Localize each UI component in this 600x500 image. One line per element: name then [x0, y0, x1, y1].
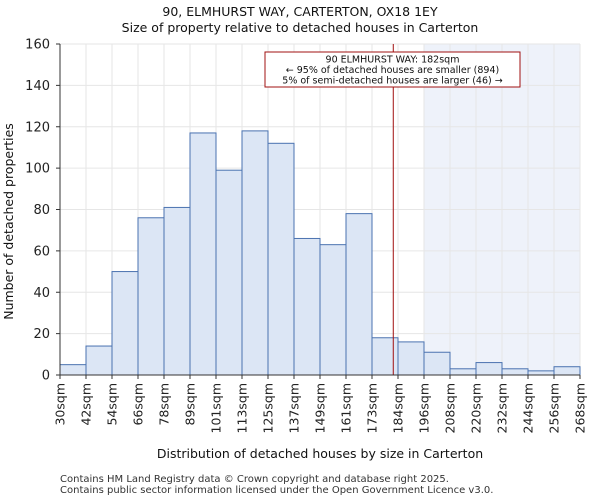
x-tick-label: 244sqm	[521, 383, 536, 433]
footer-line-1: Contains HM Land Registry data © Crown c…	[60, 474, 449, 485]
annotation-line-3: 5% of semi-detached houses are larger (4…	[282, 76, 502, 87]
annotation-line-1: 90 ELMHURST WAY: 182sqm	[326, 55, 460, 66]
x-axis-label: Distribution of detached houses by size …	[157, 446, 483, 461]
x-tick-label: 232sqm	[495, 383, 510, 433]
bar	[475, 362, 503, 376]
bar	[527, 370, 555, 376]
bar	[553, 366, 581, 376]
x-tick-label: 137sqm	[287, 383, 302, 433]
y-tick-label: 100	[25, 162, 50, 177]
bar	[397, 341, 425, 376]
bar	[423, 351, 451, 376]
bar	[293, 237, 321, 376]
bar	[111, 271, 139, 376]
bar	[319, 244, 347, 376]
y-tick-label: 20	[33, 327, 50, 342]
bar	[267, 142, 295, 376]
bar	[85, 345, 113, 376]
x-tick-label: 42sqm	[79, 383, 94, 426]
x-tick-label: 184sqm	[391, 383, 406, 433]
x-tick-label: 256sqm	[547, 383, 562, 433]
x-tick-label: 78sqm	[157, 383, 172, 426]
chart-subtitle: Size of property relative to detached ho…	[121, 20, 479, 35]
x-tick-label: 113sqm	[235, 383, 250, 433]
x-tick-label: 196sqm	[417, 383, 432, 433]
x-tick-label: 54sqm	[105, 383, 120, 426]
bar	[163, 206, 191, 376]
y-tick-label: 80	[33, 203, 50, 218]
x-tick-label: 125sqm	[261, 383, 276, 433]
footer-line-2: Contains public sector information licen…	[60, 485, 494, 496]
x-tick-label: 66sqm	[131, 383, 146, 426]
bar	[501, 368, 529, 376]
bar	[215, 169, 243, 376]
x-tick-label: 208sqm	[443, 383, 458, 433]
bar	[241, 130, 269, 376]
y-tick-label: 40	[33, 286, 50, 301]
bar	[137, 217, 165, 376]
bar	[59, 364, 87, 376]
y-tick-label: 120	[25, 120, 50, 135]
bar	[449, 368, 477, 376]
y-tick-label: 140	[25, 79, 50, 94]
x-tick-label: 220sqm	[469, 383, 484, 433]
annotation-line-2: ← 95% of detached houses are smaller (89…	[286, 65, 499, 76]
x-tick-label: 173sqm	[365, 383, 380, 433]
x-tick-label: 89sqm	[183, 383, 198, 426]
x-tick-label: 149sqm	[313, 383, 328, 433]
y-axis-label: Number of detached properties	[1, 123, 16, 320]
y-tick-label: 60	[33, 244, 50, 259]
bar	[189, 132, 217, 376]
chart-title: 90, ELMHURST WAY, CARTERTON, OX18 1EY	[162, 4, 438, 19]
x-tick-label: 268sqm	[573, 383, 588, 433]
x-tick-label: 101sqm	[209, 383, 224, 433]
y-tick-label: 0	[42, 369, 50, 384]
x-tick-label: 161sqm	[339, 383, 354, 433]
bar	[371, 337, 399, 376]
y-tick-label: 160	[25, 38, 50, 53]
x-tick-label: 30sqm	[53, 383, 68, 426]
annotation-box	[264, 51, 521, 88]
bar	[345, 213, 373, 376]
